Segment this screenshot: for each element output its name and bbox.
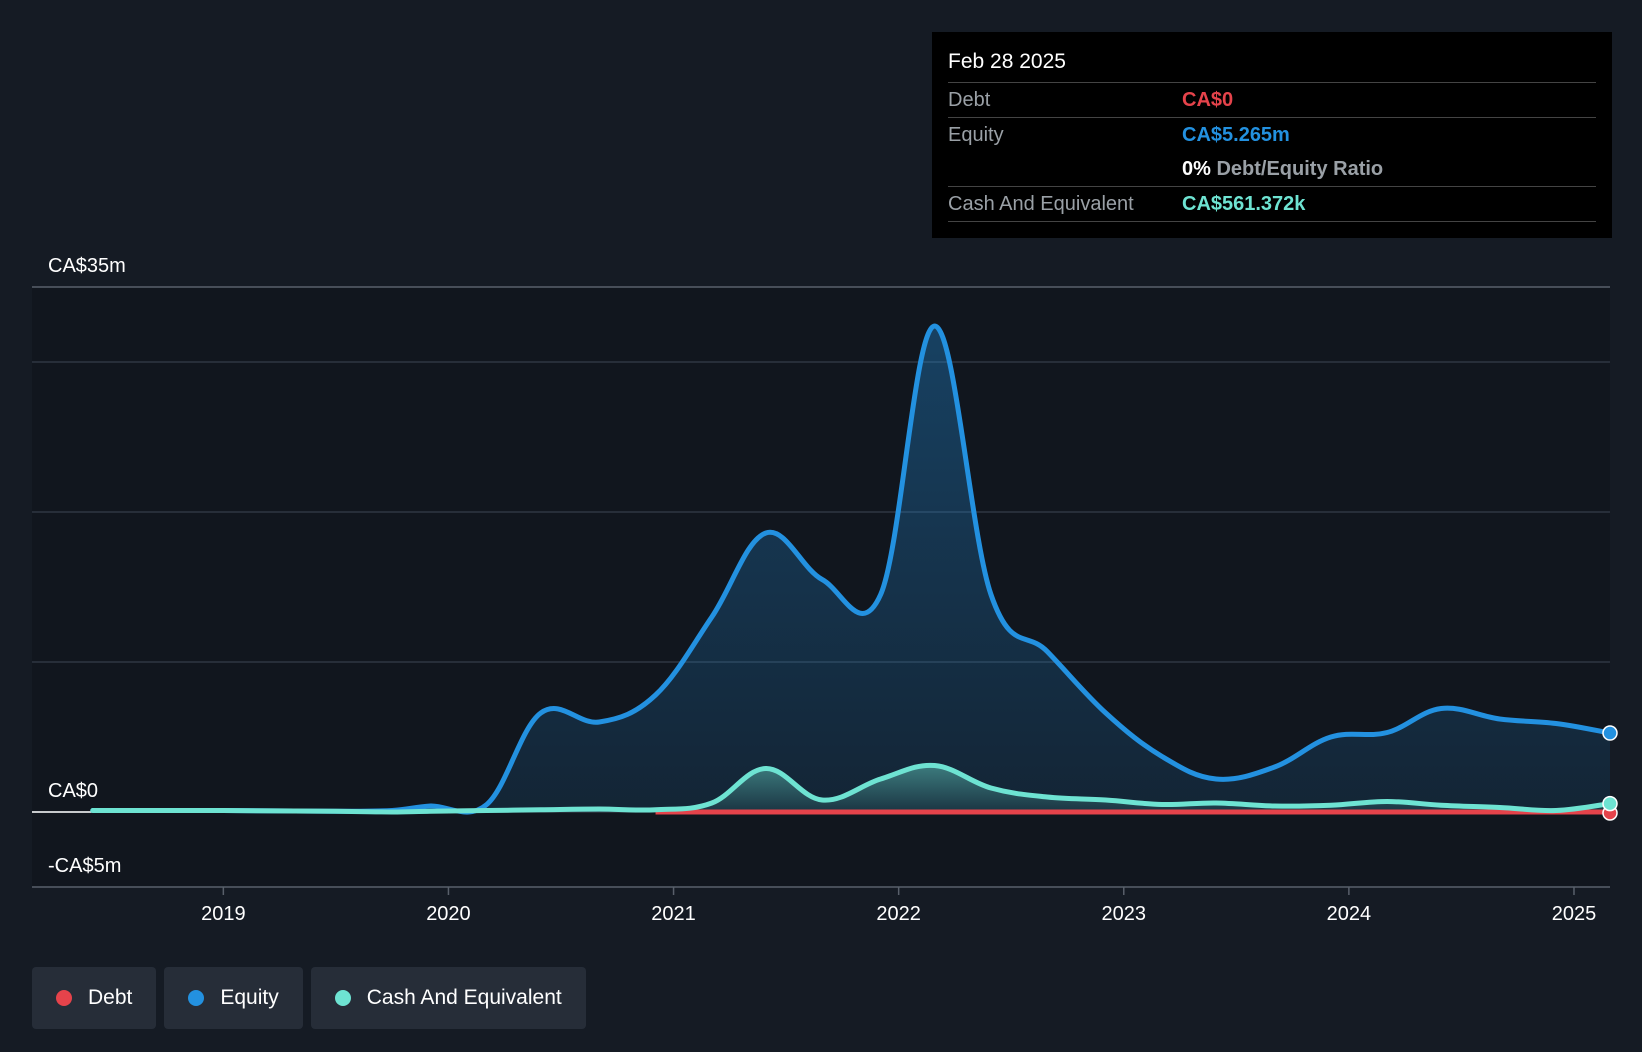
- cash-end-marker: [1602, 795, 1618, 812]
- tooltip-date: Feb 28 2025: [948, 46, 1596, 83]
- equity-line: [90, 323, 1613, 815]
- cash-dot-icon: [334, 990, 351, 1006]
- debt-dot-icon: [56, 990, 72, 1006]
- equity-dot-icon: [188, 990, 205, 1006]
- tooltip-panel: Feb 28 2025 Debt CA$0 Equity CA$5.265m 0…: [932, 32, 1612, 238]
- legend-label-debt: Debt: [88, 986, 133, 1009]
- x-tick-label: 2019: [201, 903, 246, 925]
- tooltip-row-ratio: 0% Debt/Equity Ratio: [948, 152, 1596, 187]
- tooltip-ratio-label: Debt/Equity Ratio: [1216, 158, 1384, 180]
- tooltip-cash-label: Cash And Equivalent: [948, 193, 1134, 215]
- tooltip-cash-value: CA$561.372k: [1182, 193, 1306, 215]
- x-tick-label: 2022: [876, 903, 921, 925]
- equity-end-marker: [1602, 725, 1618, 741]
- tooltip-row-debt: Debt CA$0: [948, 83, 1596, 118]
- tooltip-equity-value: CA$5.265m: [1182, 124, 1290, 146]
- x-tick-label: 2021: [651, 903, 696, 925]
- y-tick-label: -CA$5m: [48, 855, 121, 877]
- x-tick-label: 2024: [1327, 903, 1372, 925]
- cash-line: [90, 762, 1613, 815]
- x-tick-label: 2025: [1552, 903, 1597, 925]
- legend-label-equity: Equity: [220, 986, 279, 1009]
- tooltip-row-cash: Cash And Equivalent CA$561.372k: [948, 187, 1596, 222]
- legend-label-cash: Cash And Equivalent: [366, 986, 562, 1009]
- x-tick-label: 2023: [1102, 903, 1147, 925]
- tooltip-debt-label: Debt: [948, 89, 991, 111]
- legend-item-cash[interactable]: Cash And Equivalent: [310, 967, 586, 1029]
- tooltip-row-equity: Equity CA$5.265m: [948, 118, 1596, 152]
- legend: Debt Equity Cash And Equivalent: [32, 967, 586, 1029]
- tooltip-ratio-value: 0%: [1182, 158, 1211, 180]
- equity-area: [92, 326, 1610, 813]
- y-tick-label: CA$0: [48, 780, 98, 802]
- tooltip-equity-label: Equity: [948, 124, 1004, 146]
- tooltip-debt-value: CA$0: [1182, 89, 1234, 111]
- legend-item-debt[interactable]: Debt: [32, 967, 157, 1029]
- y-tick-label: CA$35m: [48, 255, 126, 277]
- x-tick-label: 2020: [426, 903, 471, 925]
- legend-item-equity[interactable]: Equity: [164, 967, 303, 1029]
